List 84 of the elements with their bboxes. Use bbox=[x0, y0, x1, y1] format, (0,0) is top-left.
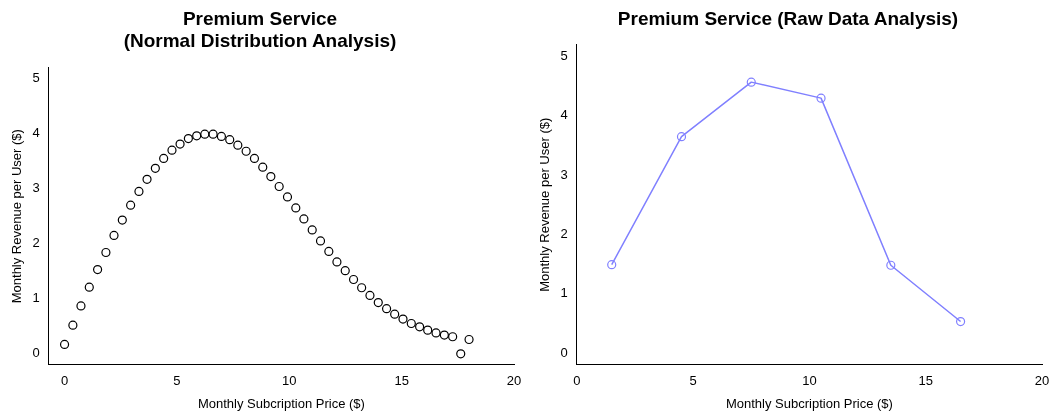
y-tick-label: 0 bbox=[560, 344, 568, 360]
point bbox=[92, 264, 103, 275]
point bbox=[274, 181, 284, 192]
point bbox=[266, 171, 276, 182]
point bbox=[746, 77, 756, 87]
x-tick-label: 5 bbox=[173, 373, 181, 389]
x-tick-label: 0 bbox=[573, 373, 581, 389]
point bbox=[390, 309, 400, 319]
y-tick-label: 4 bbox=[32, 125, 40, 141]
point bbox=[332, 257, 342, 267]
point bbox=[282, 192, 293, 202]
x-tick-label: 0 bbox=[60, 373, 69, 389]
point bbox=[241, 146, 251, 156]
point bbox=[348, 274, 359, 285]
y-tick-label: 2 bbox=[560, 226, 568, 242]
point bbox=[68, 320, 78, 330]
point bbox=[324, 246, 334, 257]
point bbox=[365, 290, 375, 301]
point bbox=[415, 322, 425, 332]
point bbox=[381, 304, 392, 314]
point bbox=[84, 282, 94, 292]
y-tick-label: 3 bbox=[560, 166, 568, 182]
point bbox=[299, 214, 309, 224]
point bbox=[373, 298, 383, 308]
point bbox=[249, 153, 260, 164]
y-tick-label: 4 bbox=[560, 107, 568, 123]
point bbox=[676, 132, 687, 142]
point bbox=[134, 186, 144, 197]
x-tick-label: 20 bbox=[506, 373, 522, 389]
y-tick-label: 5 bbox=[560, 48, 568, 64]
point bbox=[357, 283, 367, 293]
point bbox=[109, 230, 119, 241]
point bbox=[192, 131, 202, 141]
point bbox=[456, 349, 466, 359]
point bbox=[886, 260, 896, 270]
y-tick-label: 0 bbox=[32, 345, 40, 361]
y-tick-label: 5 bbox=[32, 70, 40, 86]
chart-title: Premium Service (Normal Distribution Analysis) bbox=[123, 7, 397, 52]
point bbox=[398, 314, 408, 324]
point bbox=[315, 236, 326, 246]
point bbox=[233, 140, 243, 150]
point bbox=[159, 153, 169, 164]
point bbox=[126, 200, 136, 210]
y-tick-label: 3 bbox=[32, 180, 40, 196]
x-tick-label: 10 bbox=[802, 373, 817, 389]
point bbox=[142, 174, 152, 184]
point bbox=[200, 129, 210, 139]
point bbox=[76, 301, 86, 311]
point bbox=[464, 334, 474, 345]
chart-title: Premium Service (Raw Data Analysis) bbox=[617, 7, 959, 29]
y-axis-title: Monthly Revenue per User ($) bbox=[537, 117, 553, 292]
point bbox=[439, 330, 449, 340]
point bbox=[423, 325, 433, 335]
point bbox=[258, 162, 268, 172]
point bbox=[607, 260, 617, 270]
point bbox=[117, 215, 127, 225]
y-axis-title: Monthly Revenue per User ($) bbox=[9, 129, 25, 304]
x-tick-label: 10 bbox=[282, 373, 297, 389]
point bbox=[208, 129, 218, 139]
point bbox=[307, 225, 317, 235]
point bbox=[431, 328, 441, 338]
y-tick-label: 1 bbox=[560, 285, 568, 301]
point bbox=[175, 139, 185, 149]
point bbox=[101, 247, 111, 258]
y-tick-label: 2 bbox=[32, 235, 40, 251]
x-axis-title: Monthly Subcription Price ($) bbox=[725, 395, 893, 411]
point bbox=[150, 163, 160, 173]
x-tick-label: 5 bbox=[689, 373, 697, 389]
point bbox=[225, 135, 235, 145]
point bbox=[183, 134, 193, 144]
point bbox=[167, 145, 177, 155]
x-axis-title: Monthly Subcription Price ($) bbox=[197, 395, 365, 411]
x-tick-label: 15 bbox=[918, 373, 933, 389]
point bbox=[816, 93, 826, 103]
x-tick-label: 20 bbox=[1034, 373, 1050, 389]
point bbox=[448, 332, 458, 342]
point bbox=[291, 203, 301, 213]
point bbox=[956, 316, 966, 327]
point bbox=[340, 266, 350, 276]
point bbox=[406, 318, 416, 329]
point bbox=[216, 131, 227, 141]
y-tick-label: 1 bbox=[32, 290, 40, 306]
x-tick-label: 15 bbox=[394, 373, 409, 389]
point bbox=[59, 339, 70, 350]
